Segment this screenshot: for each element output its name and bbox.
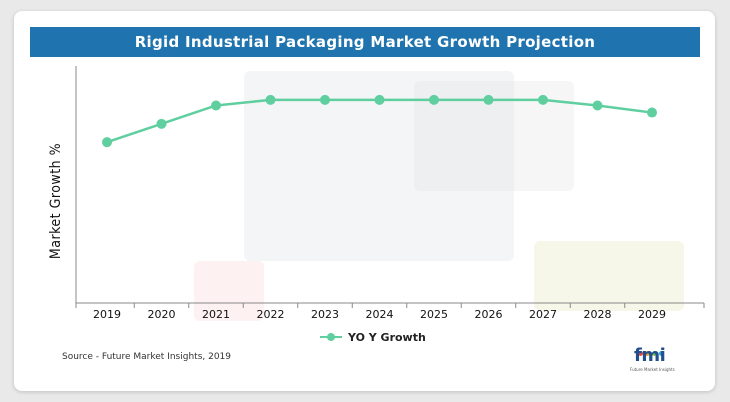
x-tick-label: 2026: [475, 308, 503, 321]
logo-dots: [638, 341, 672, 356]
data-point: [211, 100, 221, 111]
source-note: Source - Future Market Insights, 2019: [62, 352, 232, 362]
data-point: [647, 107, 657, 118]
x-tick-label: 2021: [202, 308, 230, 321]
x-tick-label: 2020: [148, 308, 176, 321]
series-line: [106, 98, 653, 144]
data-point: [374, 94, 385, 105]
data-point: [102, 137, 112, 148]
chart-title: Rigid Industrial Packaging Market Growth…: [134, 33, 596, 51]
data-point: [429, 94, 439, 105]
x-tick-label: 2023: [311, 308, 339, 321]
legend: YO Y Growth: [320, 329, 426, 345]
line-chart: 2019 2020 2021 2022 2023 2024 2025 2026 2027 2028…: [75, 66, 705, 321]
x-tick-label: 2019: [93, 308, 121, 321]
chart-card: Rigid Industrial Packaging Market Growth…: [14, 11, 715, 391]
data-point: [320, 94, 330, 105]
x-tick-label: 2027: [529, 308, 557, 321]
legend-swatch: [320, 331, 342, 343]
chart-title-bar: Rigid Industrial Packaging Market Growth…: [30, 27, 700, 57]
data-point: [592, 100, 603, 111]
x-tick-label: 2024: [366, 308, 394, 321]
data-point: [538, 94, 548, 105]
logo-text: fmi: [634, 345, 666, 366]
background-decor: [534, 241, 684, 311]
logo-subtext: Future Market Insights: [630, 367, 675, 372]
data-point: [265, 94, 276, 105]
fmi-logo: fmi Future Market Insights: [630, 341, 680, 372]
data-point: [483, 94, 494, 105]
x-tick-label: 2025: [420, 308, 448, 321]
x-tick-label: 2022: [257, 308, 285, 321]
x-tick-label: 2028: [584, 308, 612, 321]
data-point: [156, 118, 167, 129]
x-tick-label: 2029: [638, 308, 666, 321]
legend-label: YO Y Growth: [348, 330, 426, 344]
background-decor: [194, 261, 264, 321]
